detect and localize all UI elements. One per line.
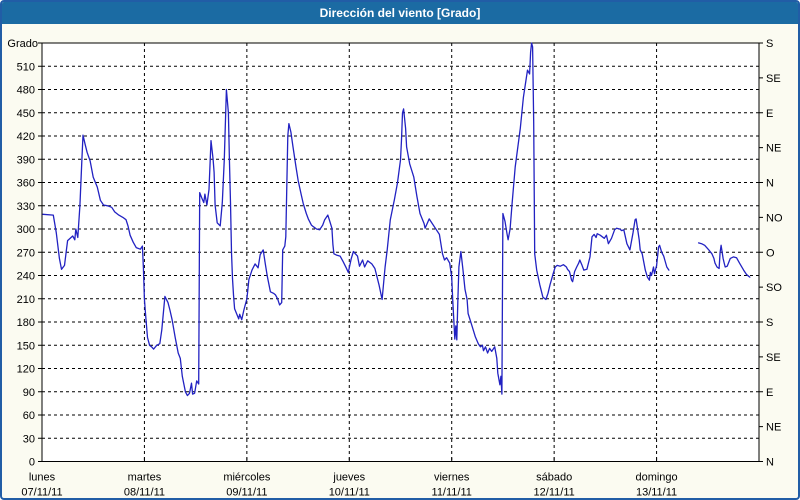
y-tick-label: 120 <box>17 364 35 376</box>
y-tick-label: 420 <box>17 131 35 143</box>
compass-label: NO <box>766 212 783 224</box>
plot-background <box>42 43 759 462</box>
day-name-label: domingo <box>635 472 677 484</box>
compass-label: S <box>766 317 773 329</box>
day-date-label: 09/11/11 <box>226 487 267 499</box>
day-name-label: martes <box>128 472 162 484</box>
y-tick-label: 480 <box>17 85 35 97</box>
day-name-label: viernes <box>434 472 470 484</box>
y-tick-label: 390 <box>17 154 35 166</box>
window-title: Dirección del viento [Grado] <box>319 6 481 20</box>
axis-ticks <box>38 42 763 462</box>
plot-border <box>41 42 760 462</box>
x-axis-labels: lunes 07/11/11 martes 08/11/11 miércoles 09/1… <box>21 472 677 499</box>
compass-label: NE <box>766 422 781 434</box>
compass-label: O <box>766 247 775 259</box>
day-name-label: sábado <box>536 472 572 484</box>
y-tick-label: 300 <box>17 224 35 236</box>
y-tick-label: 330 <box>17 201 35 213</box>
gridlines <box>42 43 759 462</box>
title-bar: Dirección del viento [Grado] <box>2 2 798 24</box>
wind-direction-chart: 0 30 60 90 120 150 180 210 240 270 300 330 360 390 420… <box>7 38 783 499</box>
day-date-label: 11/11/11 <box>432 487 472 499</box>
y-tick-label: 0 <box>29 457 35 469</box>
compass-labels: S SE E NE N NO O SO S SE E NE N <box>766 38 783 469</box>
y-tick-label: 450 <box>17 108 35 120</box>
day-name-label: lunes <box>29 472 56 484</box>
day-name-label: miércoles <box>223 472 271 484</box>
compass-label: SO <box>766 282 782 294</box>
wind-direction-line <box>697 242 751 278</box>
day-date-label: 07/11/11 <box>21 487 62 499</box>
day-date-label: 12/11/11 <box>534 487 575 499</box>
wind-direction-line <box>42 42 670 397</box>
compass-label: E <box>766 387 773 399</box>
y-tick-label: 210 <box>17 294 35 306</box>
y-tick-label: 510 <box>17 61 35 73</box>
compass-label: E <box>766 108 773 120</box>
y-tick-label: 240 <box>17 271 35 283</box>
day-date-label: 10/11/11 <box>329 487 370 499</box>
y-tick-label: 270 <box>17 247 35 259</box>
day-date-label: 08/11/11 <box>124 487 165 499</box>
y-tick-label: 360 <box>17 178 35 190</box>
y-tick-label: 150 <box>17 340 35 352</box>
compass-label: NE <box>766 143 781 155</box>
y-tick-label: 180 <box>17 317 35 329</box>
y-axis-labels: 0 30 60 90 120 150 180 210 240 270 300 330 360 390 420… <box>17 61 35 468</box>
y-tick-label: 30 <box>23 433 35 445</box>
y-tick-label: 60 <box>23 410 35 422</box>
compass-label: N <box>766 178 774 190</box>
compass-label: SE <box>766 352 781 364</box>
day-date-label: 13/11/11 <box>636 487 677 499</box>
compass-label: S <box>766 38 773 50</box>
day-name-label: jueves <box>332 472 365 484</box>
chart-area: 0 30 60 90 120 150 180 210 240 270 300 330 360 390 420… <box>4 26 796 498</box>
y-tick-label: 90 <box>23 387 35 399</box>
y-axis-title: Grado <box>7 38 38 50</box>
compass-label: N <box>766 457 774 469</box>
compass-label: SE <box>766 73 781 85</box>
